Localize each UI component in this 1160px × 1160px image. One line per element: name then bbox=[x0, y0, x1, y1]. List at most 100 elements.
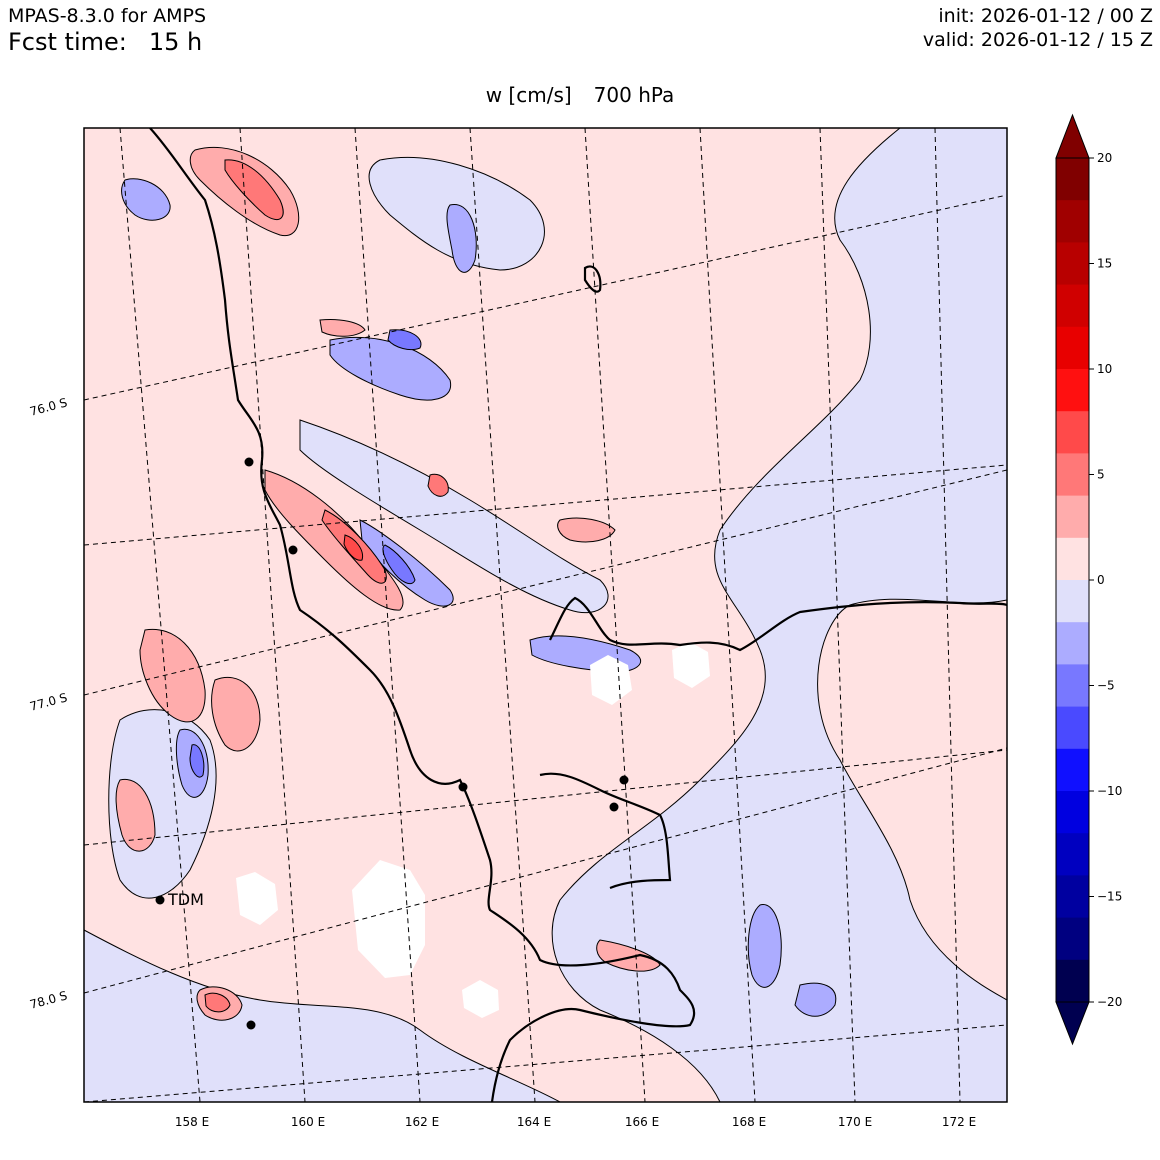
lat-axis: 76.0 S 77.0 S 78.0 S bbox=[28, 395, 68, 1011]
coastline bbox=[149, 128, 696, 1102]
missing-patch-3 bbox=[236, 872, 278, 925]
colorbar-band bbox=[1056, 580, 1089, 623]
pos-core-5 bbox=[343, 534, 364, 561]
colorbar-band bbox=[1056, 622, 1089, 665]
model-title: MPAS-8.3.0 for AMPS bbox=[8, 5, 207, 27]
colorbar-ticks: 20 15 10 5 0 −5 −10 −15 −20 bbox=[1089, 151, 1122, 1009]
forecast-time-label: Fcst time: bbox=[8, 28, 127, 56]
neg-region-south bbox=[84, 929, 561, 1102]
missing-patch-1 bbox=[590, 655, 632, 705]
parallel-76-5 bbox=[84, 464, 1007, 546]
parallel-78-5 bbox=[84, 1024, 1007, 1102]
forecast-time-value: 15 h bbox=[148, 28, 203, 56]
coastline-ross-ice-shelf bbox=[539, 772, 672, 890]
station-marker bbox=[288, 545, 298, 555]
pos-patch-7 bbox=[596, 939, 661, 972]
station-label-tdm: TDM bbox=[167, 890, 204, 909]
colorbar-tick-label: 10 bbox=[1097, 362, 1112, 376]
colorbar-band bbox=[1056, 959, 1089, 1003]
meridian-170 bbox=[819, 128, 856, 1102]
valid-time: valid: 2026-01-12 / 15 Z bbox=[922, 29, 1153, 51]
lon-label: 162 E bbox=[405, 1115, 439, 1129]
neg-region-east bbox=[551, 128, 1007, 1102]
ice-shelf-front bbox=[549, 596, 1007, 652]
colorbar-band bbox=[1056, 833, 1089, 876]
pos-core-3 bbox=[427, 473, 449, 497]
plot-title-level: 700 hPa bbox=[593, 83, 675, 107]
colorbar-tick-label: −20 bbox=[1097, 995, 1122, 1009]
missing-patch-5 bbox=[462, 980, 499, 1018]
neg-patch-7 bbox=[121, 178, 171, 221]
colorbar-tick-label: 0 bbox=[1097, 573, 1105, 587]
plot-title-variable: w [cm/s] bbox=[485, 83, 572, 107]
neg-patch-8 bbox=[794, 982, 837, 1017]
lon-label: 166 E bbox=[625, 1115, 659, 1129]
station-marker bbox=[619, 775, 629, 785]
station-marker bbox=[246, 1020, 256, 1030]
colorbar-band bbox=[1056, 158, 1089, 201]
colorbar-band bbox=[1056, 495, 1089, 539]
pos-patch-4 bbox=[211, 676, 261, 752]
plot-title: w [cm/s] 700 hPa bbox=[0, 83, 1160, 107]
station-marker-tdm bbox=[155, 895, 165, 905]
lon-label: 160 E bbox=[291, 1115, 325, 1129]
colorbar-band bbox=[1056, 284, 1089, 328]
pos-core-1 bbox=[224, 159, 284, 220]
neg-patch-5 bbox=[747, 904, 782, 988]
colorbar-band bbox=[1056, 664, 1089, 707]
colorbar-tick-label: −10 bbox=[1097, 784, 1122, 798]
colorbar-band bbox=[1056, 706, 1089, 750]
pos-patch-5 bbox=[115, 778, 156, 852]
colorbar-bands bbox=[1056, 158, 1089, 1003]
colorbar-band bbox=[1056, 369, 1089, 412]
station-marker bbox=[244, 457, 254, 467]
colorbar-band bbox=[1056, 200, 1089, 243]
colorbar-band bbox=[1056, 453, 1089, 496]
meridian-158 bbox=[119, 128, 201, 1102]
meridian-160 bbox=[239, 128, 306, 1102]
meridian-164 bbox=[469, 128, 536, 1102]
map-panel: TDM bbox=[83, 127, 1008, 1103]
meridian-166 bbox=[584, 128, 646, 1102]
meridian-162 bbox=[354, 128, 421, 1102]
neg-core-3 bbox=[189, 744, 205, 778]
colorbar: 20 15 10 5 0 −5 −10 −15 −20 bbox=[1055, 113, 1122, 1046]
colorbar-band bbox=[1056, 242, 1089, 285]
missing-data-patches bbox=[236, 642, 710, 1018]
colorbar-band bbox=[1056, 917, 1089, 961]
meridian-172 bbox=[934, 128, 961, 1102]
colorbar-tick-label: −15 bbox=[1097, 890, 1122, 904]
colorbar-tick-label: 15 bbox=[1097, 257, 1112, 271]
pos-patch-6 bbox=[557, 517, 616, 543]
colorbar-band bbox=[1056, 537, 1089, 581]
colorbar-band bbox=[1056, 326, 1089, 370]
stations bbox=[155, 457, 629, 1030]
lon-label: 168 E bbox=[732, 1115, 766, 1129]
colorbar-tick-label: −5 bbox=[1097, 679, 1115, 693]
parallel-78 bbox=[84, 747, 1007, 994]
station-marker bbox=[458, 782, 468, 792]
map-field: TDM bbox=[84, 128, 1007, 1102]
meridian-168 bbox=[699, 128, 756, 1102]
map-frame bbox=[83, 127, 1008, 1103]
colorbar-under-arrow bbox=[1055, 1001, 1090, 1046]
missing-patch-2 bbox=[672, 642, 710, 688]
lon-label: 164 E bbox=[517, 1115, 551, 1129]
neg-patch-2 bbox=[446, 204, 477, 273]
lat-label: 76.0 S bbox=[28, 395, 68, 418]
forecast-time: Fcst time: 15 h bbox=[8, 28, 202, 56]
init-time: init: 2026-01-12 / 00 Z bbox=[938, 5, 1153, 27]
lon-axis: 158 E 160 E 162 E 164 E 166 E 168 E 170 … bbox=[175, 1115, 976, 1129]
lon-label: 158 E bbox=[175, 1115, 209, 1129]
lat-label: 78.0 S bbox=[28, 988, 68, 1011]
colorbar-band bbox=[1056, 791, 1089, 834]
colorbar-band bbox=[1056, 748, 1089, 792]
colorbar-over-arrow bbox=[1055, 113, 1090, 159]
colorbar-tick-label: 5 bbox=[1097, 468, 1105, 482]
pos-patch-9 bbox=[319, 319, 366, 337]
lon-label: 172 E bbox=[942, 1115, 976, 1129]
colorbar-tick-label: 20 bbox=[1097, 151, 1112, 165]
neg-core-2 bbox=[387, 329, 422, 351]
parallel-76 bbox=[84, 194, 1007, 401]
